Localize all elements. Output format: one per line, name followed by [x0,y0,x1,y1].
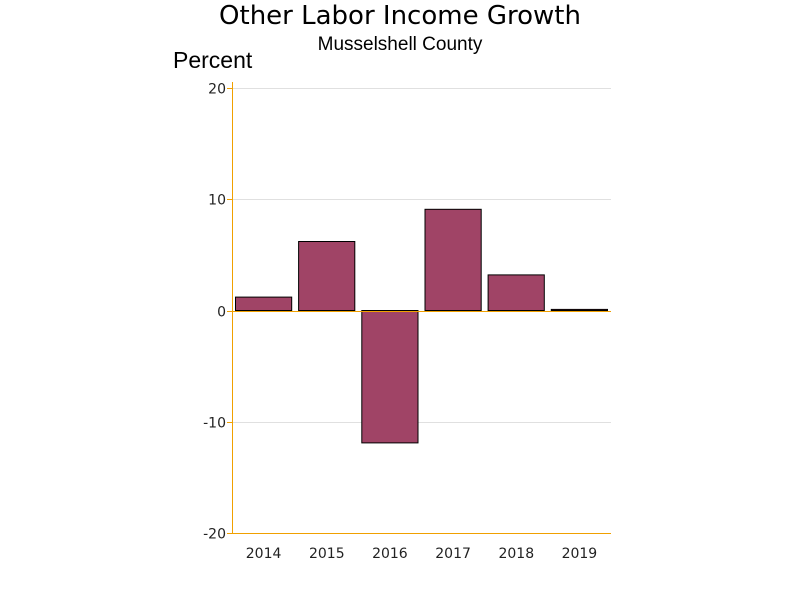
bar-2018 [487,274,545,311]
bar-2014 [235,296,293,312]
bars [235,208,608,444]
axes [227,82,611,534]
chart-title: Other Labor Income Growth [219,1,581,31]
x-tick-label: 2015 [309,546,345,562]
x-tick-label: 2018 [498,546,534,562]
bar-2019 [550,308,608,311]
x-tick-label: 2017 [435,546,471,562]
bar-2016 [361,310,419,444]
x-tick-labels: 2014 2015 2016 2017 2018 2019 [246,546,597,562]
y-tick-label: 20 [208,82,226,98]
x-tick-label: 2016 [372,546,408,562]
x-tick-label: 2019 [562,546,598,562]
y-tick-label: -10 [203,416,226,432]
y-axis-label: Percent [173,47,253,73]
y-tick-label: 10 [208,193,226,209]
y-tick-labels: 20 10 0 -10 -20 [203,82,226,543]
y-tick-label: -20 [203,527,226,543]
x-tick-label: 2014 [246,546,282,562]
bar-2015 [298,241,356,311]
y-tick-label: 0 [217,305,226,321]
chart-subtitle: Musselshell County [317,34,483,55]
bar-2017 [424,208,482,311]
